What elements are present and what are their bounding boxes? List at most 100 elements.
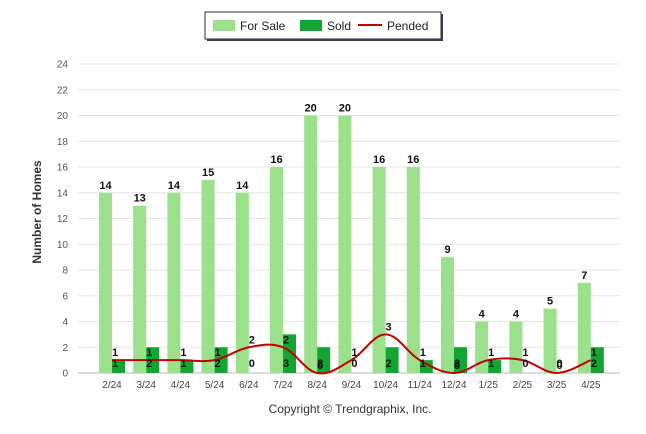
legend-label-pended: Pended (387, 19, 428, 33)
label-for-sale: 14 (168, 180, 181, 192)
y-tick-label: 0 (62, 369, 68, 380)
legend-label-sold: Sold (327, 19, 351, 33)
bar-sold (214, 347, 228, 373)
x-tick-label: 12/24 (441, 380, 466, 391)
x-tick-label: 2/25 (513, 380, 533, 391)
label-sold: 2 (317, 358, 323, 370)
copyright-text: Copyright © Trendgraphix, Inc. (269, 402, 432, 416)
y-tick-label: 2 (62, 343, 68, 354)
x-tick-label: 11/24 (408, 380, 433, 391)
bar-for-sale (167, 192, 181, 373)
y-tick-label: 8 (62, 266, 68, 277)
label-pended: 2 (249, 334, 255, 346)
label-sold: 1 (112, 358, 118, 370)
label-pended: 1 (351, 347, 357, 359)
label-sold: 1 (180, 358, 186, 370)
legend: For Sale Sold Pended (204, 11, 443, 41)
pended-line (112, 333, 592, 375)
bar-sold (283, 334, 296, 373)
bar-for-sale (372, 167, 386, 373)
label-sold: 2 (591, 358, 597, 370)
x-tick-label: 3/24 (136, 380, 156, 391)
label-sold: 2 (215, 358, 221, 370)
label-sold: 0 (522, 358, 528, 370)
legend-box (204, 11, 442, 40)
bar-for-sale (543, 308, 557, 373)
label-for-sale: 13 (134, 193, 146, 205)
label-for-sale: 14 (99, 180, 112, 192)
label-sold: 0 (557, 358, 563, 370)
label-for-sale: 16 (270, 154, 282, 166)
bar-sold (488, 360, 502, 373)
legend-swatch-sold (300, 20, 322, 31)
label-pended: 2 (283, 334, 289, 346)
label-pended: 1 (215, 347, 221, 359)
label-for-sale: 7 (581, 270, 587, 282)
bar-for-sale (270, 167, 283, 373)
bar-for-sale (304, 115, 318, 373)
label-sold: 1 (488, 358, 494, 370)
x-tick-label: 5/24 (205, 380, 225, 391)
bar-sold (454, 347, 467, 373)
bar-for-sale (441, 257, 454, 373)
y-axis-label: Number of Homes (30, 160, 44, 264)
label-for-sale: 16 (373, 154, 385, 166)
y-tick-label: 20 (57, 111, 69, 122)
bar-for-sale (133, 205, 147, 373)
label-pended: 1 (420, 347, 426, 359)
label-sold: 2 (146, 358, 152, 370)
y-tick-label: 18 (57, 137, 69, 148)
bar-sold (385, 347, 399, 373)
label-pended: 1 (591, 347, 597, 359)
label-sold: 3 (283, 358, 289, 370)
label-for-sale: 15 (202, 167, 214, 179)
x-tick-label: 3/25 (547, 380, 567, 391)
y-tick-label: 24 (57, 60, 69, 71)
bar-for-sale (577, 282, 591, 373)
bar-for-sale (235, 192, 249, 373)
y-tick-label: 6 (62, 291, 68, 302)
bar-sold (317, 347, 331, 373)
bar-for-sale (201, 179, 215, 373)
label-for-sale: 14 (236, 180, 249, 192)
bar-for-sale (406, 167, 420, 373)
label-for-sale: 4 (479, 309, 486, 321)
label-for-sale: 4 (513, 309, 520, 321)
y-tick-label: 4 (62, 317, 68, 328)
bar-sold (112, 360, 125, 373)
bars (99, 115, 604, 373)
label-sold: 0 (249, 358, 255, 370)
data-labels: 1411131214111512142016232002201016321611… (99, 103, 596, 373)
legend-box-shadow-bottom (207, 39, 443, 41)
label-for-sale: 20 (339, 103, 351, 115)
legend-box-shadow (441, 14, 443, 41)
y-tick-label: 22 (57, 85, 69, 96)
legend-swatch-for-sale (213, 20, 235, 31)
x-tick-label: 2/24 (102, 380, 122, 391)
label-pended: 0 (317, 360, 323, 372)
x-tick-label: 4/25 (581, 380, 601, 391)
y-tick-label: 10 (57, 240, 69, 251)
y-tick-label: 16 (57, 163, 69, 174)
bar-sold (590, 347, 604, 373)
bar-sold (180, 360, 194, 373)
legend-label-for-sale: For Sale (240, 19, 286, 33)
label-pended: 0 (557, 360, 563, 372)
y-tick-label: 14 (57, 188, 69, 199)
x-tick-label: 6/24 (239, 380, 259, 391)
label-for-sale: 16 (407, 154, 419, 166)
label-pended: 1 (488, 347, 494, 359)
label-pended: 1 (112, 347, 118, 359)
label-for-sale: 9 (444, 244, 450, 256)
x-tick-label: 10/24 (373, 380, 398, 391)
label-sold: 1 (420, 358, 426, 370)
bar-sold (419, 360, 433, 373)
x-axis-ticks: 2/24 3/24 4/24 5/24 6/24 7/24 8/24 9/24 10/24 11/… (102, 380, 601, 391)
x-tick-label: 9/24 (342, 380, 362, 391)
bar-for-sale (509, 321, 523, 373)
x-tick-label: 7/24 (273, 380, 293, 391)
label-pended: 1 (180, 347, 186, 359)
x-tick-label: 4/24 (171, 380, 191, 391)
bar-for-sale (338, 115, 352, 373)
